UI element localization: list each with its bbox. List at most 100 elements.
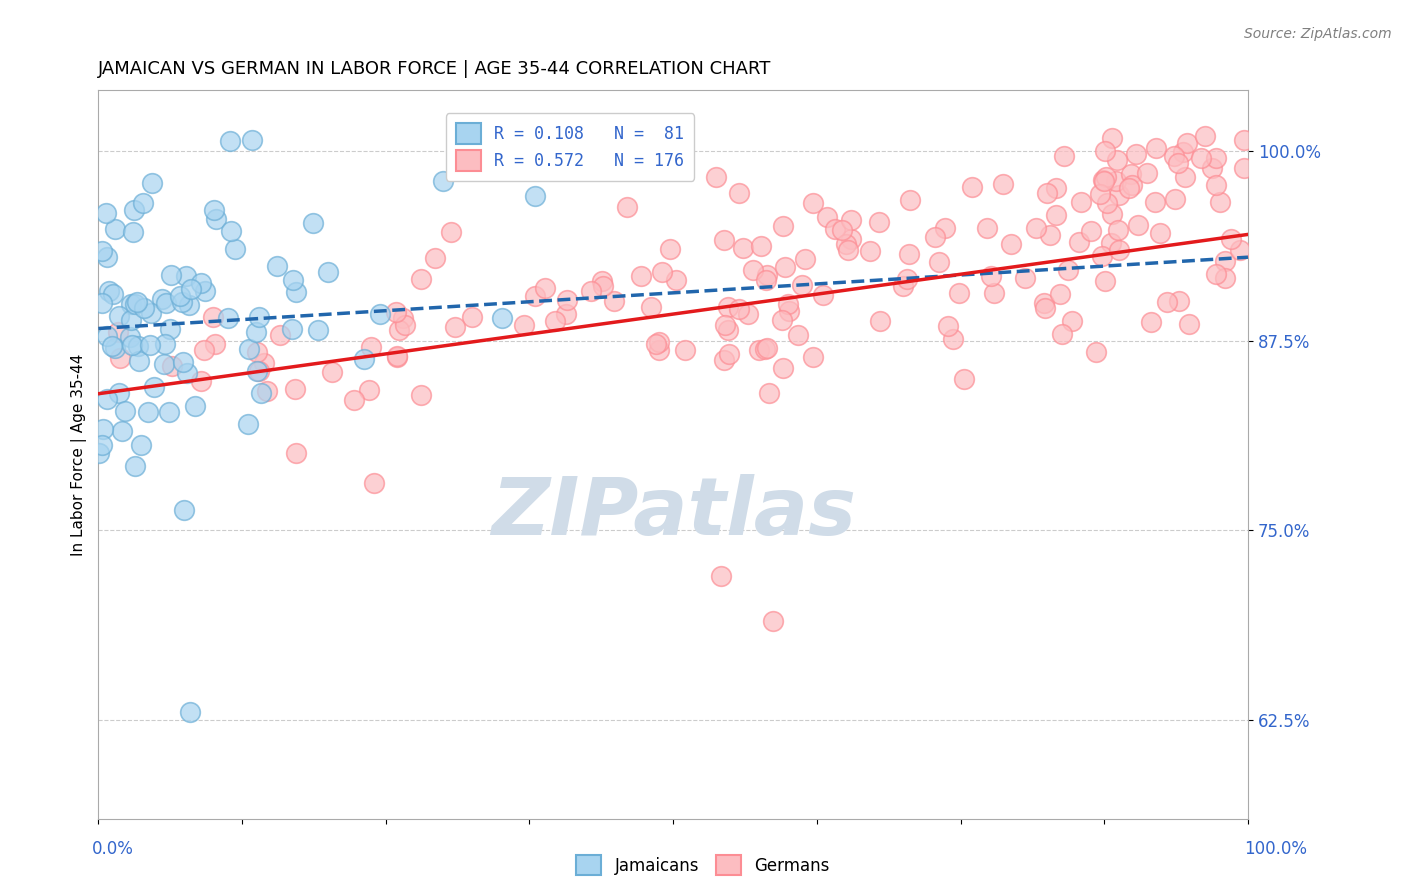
Point bbox=[266, 259, 288, 273]
Point bbox=[388, 323, 411, 337]
Point bbox=[733, 241, 755, 255]
Point bbox=[1094, 144, 1116, 158]
Point bbox=[91, 244, 114, 259]
Point bbox=[1220, 232, 1243, 246]
Point bbox=[363, 475, 385, 490]
Legend: Jamaicans, Germans: Jamaicans, Germans bbox=[568, 847, 838, 884]
Point bbox=[953, 372, 976, 386]
Point bbox=[87, 446, 110, 460]
Point bbox=[253, 356, 276, 370]
Point bbox=[96, 329, 118, 343]
Point bbox=[177, 298, 200, 312]
Point bbox=[868, 215, 890, 229]
Point bbox=[1140, 315, 1163, 329]
Point bbox=[891, 279, 914, 293]
Point bbox=[153, 336, 176, 351]
Point bbox=[131, 438, 153, 452]
Point bbox=[1057, 262, 1080, 277]
Point bbox=[91, 295, 114, 310]
Point bbox=[110, 351, 132, 365]
Point bbox=[742, 262, 765, 277]
Point bbox=[533, 280, 555, 294]
Point bbox=[150, 292, 173, 306]
Text: 100.0%: 100.0% bbox=[1244, 840, 1308, 858]
Point bbox=[794, 252, 817, 267]
Point bbox=[1205, 267, 1227, 281]
Point bbox=[772, 361, 794, 376]
Point bbox=[841, 232, 863, 246]
Point bbox=[948, 286, 970, 301]
Point bbox=[174, 269, 197, 284]
Point bbox=[155, 296, 177, 310]
Point bbox=[602, 293, 624, 308]
Point bbox=[1201, 161, 1223, 176]
Point bbox=[370, 307, 392, 321]
Point bbox=[591, 274, 613, 288]
Point bbox=[122, 225, 145, 239]
Point bbox=[648, 334, 671, 349]
Point bbox=[1090, 187, 1112, 202]
Point bbox=[859, 244, 882, 259]
Point bbox=[343, 392, 366, 407]
Point bbox=[869, 314, 891, 328]
Point bbox=[107, 310, 129, 324]
Point bbox=[98, 284, 121, 298]
Point bbox=[772, 219, 794, 233]
Point bbox=[928, 255, 950, 269]
Point bbox=[1163, 192, 1185, 206]
Point bbox=[1136, 166, 1159, 180]
Point bbox=[1039, 228, 1062, 243]
Point bbox=[754, 342, 776, 356]
Point bbox=[394, 318, 416, 332]
Point bbox=[1126, 218, 1149, 232]
Point bbox=[224, 242, 246, 256]
Point bbox=[249, 386, 271, 401]
Point bbox=[837, 243, 859, 257]
Text: ZIPatlas: ZIPatlas bbox=[491, 474, 856, 552]
Point bbox=[281, 321, 304, 335]
Point bbox=[139, 306, 162, 320]
Point bbox=[204, 337, 226, 351]
Point bbox=[1092, 174, 1115, 188]
Point bbox=[737, 307, 759, 321]
Point bbox=[285, 446, 308, 460]
Point bbox=[205, 211, 228, 226]
Point bbox=[107, 385, 129, 400]
Point bbox=[1000, 237, 1022, 252]
Point bbox=[425, 251, 447, 265]
Text: Source: ZipAtlas.com: Source: ZipAtlas.com bbox=[1244, 27, 1392, 41]
Point bbox=[153, 357, 176, 371]
Point bbox=[665, 272, 688, 286]
Point bbox=[1229, 244, 1251, 258]
Point bbox=[246, 364, 269, 378]
Point bbox=[124, 459, 146, 474]
Y-axis label: In Labor Force | Age 35-44: In Labor Force | Age 35-44 bbox=[72, 353, 87, 556]
Point bbox=[1092, 173, 1115, 187]
Point bbox=[1095, 196, 1118, 211]
Point bbox=[1209, 194, 1232, 209]
Point bbox=[1108, 188, 1130, 202]
Point bbox=[1194, 128, 1216, 143]
Point bbox=[461, 310, 484, 325]
Point bbox=[513, 318, 536, 332]
Point bbox=[1104, 174, 1126, 188]
Point bbox=[1084, 344, 1107, 359]
Point bbox=[835, 236, 858, 251]
Point bbox=[1094, 274, 1116, 288]
Point bbox=[983, 286, 1005, 301]
Point bbox=[728, 186, 751, 200]
Point bbox=[824, 221, 846, 235]
Point bbox=[773, 260, 796, 274]
Point bbox=[1107, 153, 1129, 167]
Point bbox=[898, 193, 921, 207]
Point bbox=[139, 338, 162, 352]
Point bbox=[751, 239, 773, 253]
Point bbox=[616, 201, 638, 215]
Point bbox=[1167, 156, 1189, 170]
Point bbox=[101, 339, 124, 353]
Point bbox=[157, 404, 180, 418]
Point bbox=[120, 296, 142, 310]
Point bbox=[194, 285, 217, 299]
Point bbox=[718, 347, 741, 361]
Point bbox=[770, 313, 793, 327]
